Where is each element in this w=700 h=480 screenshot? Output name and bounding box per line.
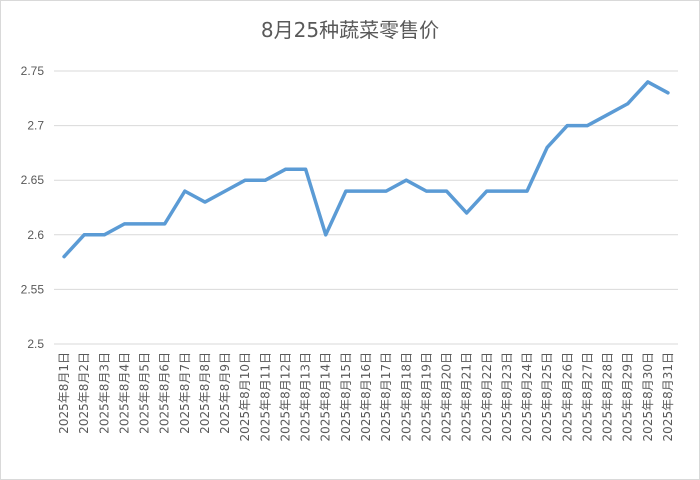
- x-tick-label: 2025年8月20日: [440, 352, 454, 441]
- data-point: [163, 222, 167, 226]
- chart-title: 8月25种蔬菜零售价: [260, 18, 440, 42]
- data-point: [525, 189, 529, 193]
- x-tick-label: 2025年8月6日: [158, 352, 172, 434]
- x-tick-label: 2025年8月23日: [500, 352, 514, 441]
- x-tick-label: 2025年8月14日: [319, 352, 333, 441]
- x-tick-label: 2025年8月28日: [601, 352, 615, 441]
- x-tick-label: 2025年8月22日: [480, 352, 494, 441]
- data-point: [606, 113, 610, 117]
- data-point: [424, 189, 428, 193]
- data-point: [62, 255, 66, 259]
- y-tick-label: 2.65: [21, 173, 45, 187]
- data-point: [565, 124, 569, 128]
- x-tick-label: 2025年8月3日: [97, 352, 111, 434]
- data-point: [585, 124, 589, 128]
- data-point: [82, 233, 86, 237]
- data-point: [143, 222, 147, 226]
- data-point: [344, 189, 348, 193]
- y-tick-label: 2.55: [21, 282, 45, 296]
- data-point: [545, 145, 549, 149]
- x-tick-label: 2025年8月31日: [661, 352, 675, 441]
- x-tick-label: 2025年8月5日: [138, 352, 152, 434]
- data-point: [445, 189, 449, 193]
- y-tick-label: 2.6: [27, 228, 44, 242]
- x-tick-label: 2025年8月19日: [419, 352, 433, 441]
- data-point: [404, 178, 408, 182]
- x-tick-label: 2025年8月29日: [621, 352, 635, 441]
- x-tick-label: 2025年8月17日: [379, 352, 393, 441]
- x-tick-label: 2025年8月8日: [198, 352, 212, 434]
- x-tick-label: 2025年8月27日: [580, 352, 594, 441]
- data-point: [183, 189, 187, 193]
- data-point: [485, 189, 489, 193]
- data-point: [102, 233, 106, 237]
- x-tick-label: 2025年8月30日: [641, 352, 655, 441]
- series-line: [62, 80, 670, 259]
- x-tick-label: 2025年8月12日: [278, 352, 292, 441]
- data-point: [364, 189, 368, 193]
- data-point: [122, 222, 126, 226]
- data-point: [223, 189, 227, 193]
- y-tick-label: 2.5: [27, 337, 44, 351]
- data-point: [283, 167, 287, 171]
- data-point: [263, 178, 267, 182]
- x-tick-label: 2025年8月15日: [339, 352, 353, 441]
- x-tick-label: 2025年8月9日: [218, 352, 232, 434]
- data-point: [243, 178, 247, 182]
- data-point: [203, 200, 207, 204]
- data-point: [465, 211, 469, 215]
- x-tick-label: 2025年8月11日: [258, 352, 272, 441]
- x-tick-label: 2025年8月1日: [57, 352, 71, 434]
- data-point: [324, 233, 328, 237]
- y-tick-label: 2.75: [21, 64, 45, 78]
- x-tick-label: 2025年8月4日: [117, 352, 131, 434]
- x-tick-label: 2025年8月21日: [460, 352, 474, 441]
- x-tick-label: 2025年8月26日: [560, 352, 574, 441]
- data-point: [646, 80, 650, 84]
- data-point: [626, 102, 630, 106]
- x-tick-label: 2025年8月13日: [299, 352, 313, 441]
- data-point: [666, 91, 670, 95]
- data-point: [505, 189, 509, 193]
- data-point: [304, 167, 308, 171]
- x-tick-label: 2025年8月25日: [540, 352, 554, 441]
- x-tick-label: 2025年8月10日: [238, 352, 252, 441]
- x-tick-label: 2025年8月16日: [359, 352, 373, 441]
- x-tick-label: 2025年8月7日: [178, 352, 192, 434]
- data-point: [384, 189, 388, 193]
- x-tick-label: 2025年8月2日: [77, 352, 91, 434]
- y-tick-label: 2.7: [27, 119, 44, 133]
- x-tick-label: 2025年8月18日: [399, 352, 413, 441]
- x-tick-label: 2025年8月24日: [520, 352, 534, 441]
